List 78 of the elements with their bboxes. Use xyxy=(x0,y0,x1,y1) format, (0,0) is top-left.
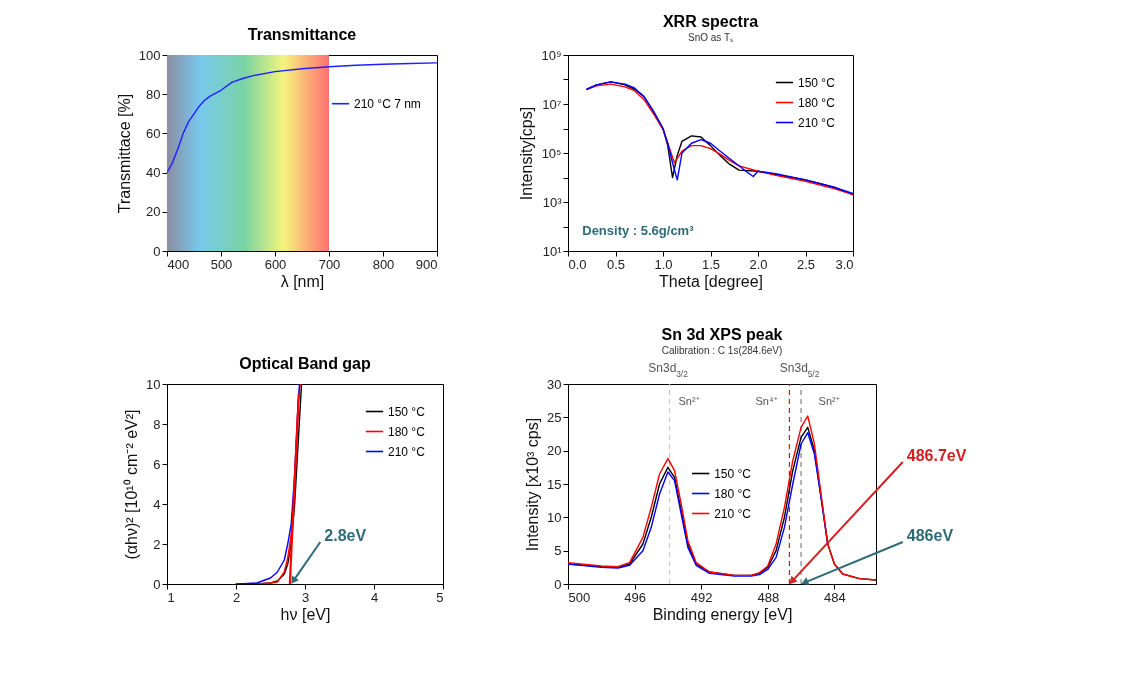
y-tick-label: 8 xyxy=(153,416,161,432)
annotation: 486eV xyxy=(906,527,954,544)
x-tick-label: 492 xyxy=(690,589,713,605)
y-tick-label: 10⁹ xyxy=(541,47,562,63)
legend-label: 180 °C xyxy=(388,424,426,439)
x-axis-title: λ [nm] xyxy=(280,272,325,290)
y-tick-label: 10⁷ xyxy=(542,96,562,112)
legend-label: 150 °C xyxy=(388,404,426,419)
y-axis-title: Transmittace [%] xyxy=(115,93,133,214)
x-tick-label: 500 xyxy=(210,256,233,272)
x-tick-label: 700 xyxy=(318,256,341,272)
y-tick-label: 5 xyxy=(554,543,562,559)
annotation: 486.7eV xyxy=(906,447,967,464)
x-tick-label: 500 xyxy=(568,589,591,605)
x-tick-label: 400 xyxy=(167,256,190,272)
y-tick-label: 60 xyxy=(146,125,161,141)
y-tick-label: 10¹ xyxy=(542,243,563,259)
y-tick-label: 10 xyxy=(146,376,161,392)
y-axis-title: Intensity[cps] xyxy=(518,106,536,201)
legend-label: 150 °C xyxy=(798,75,836,90)
y-tick-label: 40 xyxy=(146,165,161,181)
x-tick-label: 2 xyxy=(232,589,241,605)
y-tick-label: 0 xyxy=(153,576,161,592)
x-tick-label: 2.5 xyxy=(796,256,816,272)
x-tick-label: 484 xyxy=(824,589,846,605)
x-tick-label: 1.5 xyxy=(701,256,721,272)
x-axis-title: Binding energy [eV] xyxy=(652,605,793,623)
chart-title: Sn 3d XPS peak xyxy=(661,326,783,343)
x-tick-label: 0.0 xyxy=(568,256,587,272)
chart-subtitle: Calibration : C 1s(284.6eV) xyxy=(661,345,783,356)
x-tick-label: 2.0 xyxy=(749,256,768,272)
x-tick-label: 1 xyxy=(167,589,175,605)
y-tick-label: 25 xyxy=(547,409,562,425)
chart-title: Transmittance xyxy=(247,26,357,43)
annotation: Sn⁴⁺ xyxy=(755,395,778,407)
y-tick-label: 80 xyxy=(146,86,161,102)
x-tick-label: 4 xyxy=(370,589,379,605)
y-tick-label: 2 xyxy=(153,536,161,552)
annotation: Sn²⁺ xyxy=(818,395,840,407)
y-axis-title: (αhν)² [10¹⁰ cm⁻² eV²] xyxy=(123,409,141,560)
y-tick-label: 4 xyxy=(153,496,161,512)
y-tick-label: 0 xyxy=(153,243,161,259)
x-tick-label: 0.5 xyxy=(606,256,626,272)
legend-label: 180 °C xyxy=(714,486,752,501)
x-tick-label: 600 xyxy=(264,256,287,272)
y-tick-label: 20 xyxy=(547,443,562,459)
y-tick-label: 10 xyxy=(547,509,562,525)
x-tick-label: 488 xyxy=(757,589,780,605)
annotation: Sn²⁺ xyxy=(678,395,700,407)
y-tick-label: 20 xyxy=(146,204,161,220)
legend-label: 180 °C xyxy=(798,95,836,110)
legend-label: 150 °C xyxy=(714,466,752,481)
x-tick-label: 800 xyxy=(372,256,395,272)
chart-title: XRR spectra xyxy=(662,13,759,30)
legend-label: 210 °C xyxy=(798,115,836,130)
legend-label: 210 °C xyxy=(388,444,426,459)
x-axis-title: hν [eV] xyxy=(280,605,331,623)
x-tick-label: 3 xyxy=(301,589,310,605)
y-tick-label: 10⁵ xyxy=(541,145,562,161)
x-tick-label: 496 xyxy=(624,589,646,605)
x-tick-label: 900 xyxy=(415,256,438,272)
chart-subtitle: SnO as Tₛ xyxy=(687,32,734,43)
y-axis-title: Intensity [x10³ cps] xyxy=(524,417,542,552)
x-tick-label: 3.0 xyxy=(835,256,854,272)
y-tick-label: 10³ xyxy=(542,194,563,210)
y-tick-label: 100 xyxy=(138,47,161,63)
annotation: 2.8eV xyxy=(324,527,367,544)
y-tick-label: 15 xyxy=(547,476,562,492)
legend-label: 210 °C xyxy=(714,506,752,521)
legend-label: 210 °C 7 nm xyxy=(354,96,421,111)
x-tick-label: 1.0 xyxy=(654,256,673,272)
y-tick-label: 0 xyxy=(554,576,562,592)
y-tick-label: 30 xyxy=(547,376,562,392)
y-tick-label: 6 xyxy=(153,456,161,472)
annotation: Density : 5.6g/cm³ xyxy=(582,223,695,239)
chart-title: Optical Band gap xyxy=(239,355,372,372)
x-tick-label: 5 xyxy=(436,589,444,605)
x-axis-title: Theta [degree] xyxy=(658,272,764,290)
